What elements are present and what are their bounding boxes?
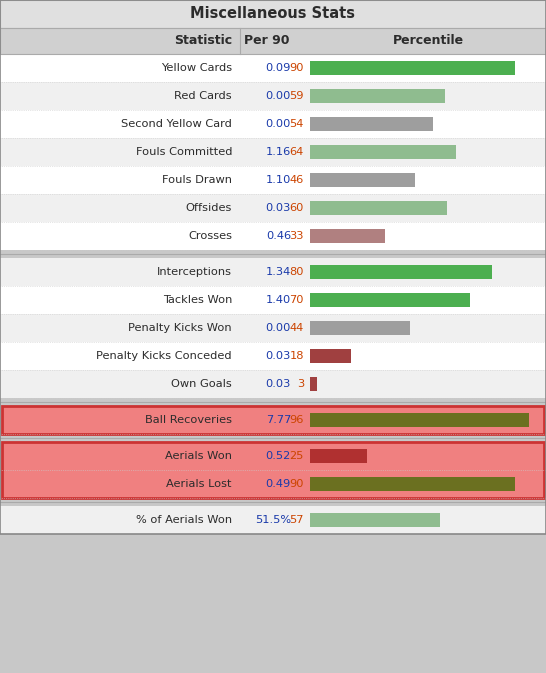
Text: Red Cards: Red Cards: [174, 91, 232, 101]
FancyBboxPatch shape: [310, 229, 385, 243]
Text: 90: 90: [289, 63, 304, 73]
Text: 0.00: 0.00: [265, 119, 291, 129]
FancyBboxPatch shape: [310, 116, 433, 131]
FancyBboxPatch shape: [310, 89, 444, 103]
Text: Penalty Kicks Conceded: Penalty Kicks Conceded: [97, 351, 232, 361]
Text: 51.5%: 51.5%: [255, 515, 291, 525]
FancyBboxPatch shape: [310, 61, 515, 75]
Text: Second Yellow Card: Second Yellow Card: [121, 119, 232, 129]
FancyBboxPatch shape: [310, 349, 351, 363]
FancyBboxPatch shape: [310, 413, 529, 427]
Text: 44: 44: [290, 323, 304, 333]
Text: Tackles Won: Tackles Won: [163, 295, 232, 305]
FancyBboxPatch shape: [310, 264, 492, 279]
Text: 57: 57: [289, 515, 304, 525]
Text: 0.00: 0.00: [265, 323, 291, 333]
Text: 1.10: 1.10: [265, 175, 291, 185]
Text: Own Goals: Own Goals: [171, 379, 232, 389]
FancyBboxPatch shape: [0, 110, 546, 138]
FancyBboxPatch shape: [310, 513, 440, 527]
Text: 1.40: 1.40: [266, 295, 291, 305]
FancyBboxPatch shape: [0, 82, 546, 110]
FancyBboxPatch shape: [310, 201, 447, 215]
FancyBboxPatch shape: [0, 258, 546, 286]
Text: 3: 3: [296, 379, 304, 389]
Text: Per 90: Per 90: [244, 34, 289, 48]
Text: 0.03: 0.03: [265, 203, 291, 213]
Text: 18: 18: [289, 351, 304, 361]
FancyBboxPatch shape: [0, 506, 546, 534]
FancyBboxPatch shape: [0, 314, 546, 342]
Text: 54: 54: [289, 119, 304, 129]
Text: 0.52: 0.52: [266, 451, 291, 461]
Text: Fouls Drawn: Fouls Drawn: [162, 175, 232, 185]
Text: Offsides: Offsides: [186, 203, 232, 213]
Text: Miscellaneous Stats: Miscellaneous Stats: [191, 7, 355, 22]
FancyBboxPatch shape: [0, 54, 546, 82]
FancyBboxPatch shape: [2, 406, 544, 434]
Text: Penalty Kicks Won: Penalty Kicks Won: [128, 323, 232, 333]
Text: Aerials Lost: Aerials Lost: [167, 479, 232, 489]
Text: 0.46: 0.46: [266, 231, 291, 241]
Text: 7.77: 7.77: [265, 415, 291, 425]
Text: 0.03: 0.03: [265, 351, 291, 361]
Text: 80: 80: [289, 267, 304, 277]
Text: 96: 96: [289, 415, 304, 425]
FancyBboxPatch shape: [0, 286, 546, 314]
FancyBboxPatch shape: [310, 449, 367, 463]
Text: 25: 25: [289, 451, 304, 461]
Text: Yellow Cards: Yellow Cards: [161, 63, 232, 73]
Text: Percentile: Percentile: [393, 34, 464, 48]
Text: 33: 33: [289, 231, 304, 241]
FancyBboxPatch shape: [310, 145, 456, 160]
FancyBboxPatch shape: [0, 342, 546, 370]
FancyBboxPatch shape: [310, 293, 470, 308]
FancyBboxPatch shape: [0, 194, 546, 222]
Text: 46: 46: [290, 175, 304, 185]
Text: Ball Recoveries: Ball Recoveries: [145, 415, 232, 425]
Text: % of Aerials Won: % of Aerials Won: [136, 515, 232, 525]
Text: 60: 60: [289, 203, 304, 213]
Text: 1.16: 1.16: [266, 147, 291, 157]
FancyBboxPatch shape: [0, 166, 546, 194]
FancyBboxPatch shape: [310, 321, 411, 335]
Text: Statistic: Statistic: [174, 34, 232, 48]
Text: 0.49: 0.49: [266, 479, 291, 489]
FancyBboxPatch shape: [0, 28, 546, 54]
FancyBboxPatch shape: [0, 222, 546, 250]
Text: 64: 64: [290, 147, 304, 157]
FancyBboxPatch shape: [310, 377, 317, 391]
Text: Fouls Committed: Fouls Committed: [135, 147, 232, 157]
Text: Aerials Won: Aerials Won: [165, 451, 232, 461]
Text: 1.34: 1.34: [266, 267, 291, 277]
FancyBboxPatch shape: [310, 173, 415, 187]
Text: Crosses: Crosses: [188, 231, 232, 241]
Text: 90: 90: [289, 479, 304, 489]
FancyBboxPatch shape: [0, 370, 546, 398]
Text: 59: 59: [289, 91, 304, 101]
Text: 0.09: 0.09: [265, 63, 291, 73]
FancyBboxPatch shape: [0, 0, 546, 28]
Text: 0.03: 0.03: [265, 379, 291, 389]
FancyBboxPatch shape: [2, 442, 544, 498]
FancyBboxPatch shape: [0, 138, 546, 166]
FancyBboxPatch shape: [310, 476, 515, 491]
Text: 70: 70: [289, 295, 304, 305]
Text: 0.00: 0.00: [265, 91, 291, 101]
Text: Interceptions: Interceptions: [157, 267, 232, 277]
